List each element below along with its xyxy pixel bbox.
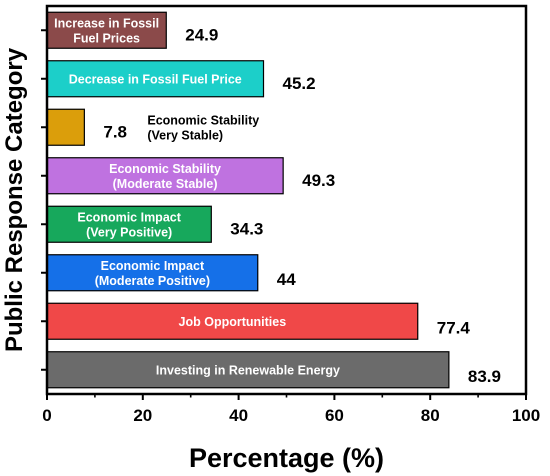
category-label-line: Job Opportunities <box>179 315 287 329</box>
x-axis-title: Percentage (%) <box>189 443 384 473</box>
value-label: 44 <box>277 270 296 289</box>
category-label-line: Increase in Fossil <box>54 16 159 30</box>
category-label: Decrease in Fossil Fuel Price <box>69 72 242 86</box>
category-label-line: Economic Impact <box>77 210 181 224</box>
category-label: Investing in Renewable Energy <box>156 363 340 377</box>
category-label: Increase in Fossil Fuel Prices <box>54 16 159 45</box>
ticks-layer: 0 20 40 60 80 100 <box>41 29 540 425</box>
value-label: 45.2 <box>283 74 316 93</box>
value-label: 83.9 <box>468 367 501 386</box>
x-tick-label: 100 <box>512 406 540 425</box>
y-axis-title: Public Response Category <box>1 47 28 352</box>
category-label: Economic Impact (Very Positive) <box>77 210 181 239</box>
category-label: Economic Impact (Moderate Positive) <box>95 259 210 288</box>
bar <box>46 205 212 243</box>
category-label-line: Decrease in Fossil Fuel Price <box>69 72 242 86</box>
category-label-line: (Moderate Stable) <box>113 177 218 191</box>
value-label: 7.8 <box>103 122 127 141</box>
value-label: 49.3 <box>302 171 335 190</box>
x-tick-label: 20 <box>133 406 152 425</box>
value-label: 24.9 <box>185 25 218 44</box>
labels-layer: Increase in Fossil Fuel Prices 24.9 Decreas… <box>54 16 501 386</box>
category-label-line: (Moderate Positive) <box>95 274 210 288</box>
category-label-line: Fuel Prices <box>73 31 140 45</box>
bars-layer <box>46 11 450 389</box>
category-label-line: Investing in Renewable Energy <box>156 363 340 377</box>
category-label-line: Economic Impact <box>101 259 205 273</box>
value-label: 77.4 <box>437 318 471 337</box>
category-label: Economic Stability (Moderate Stable) <box>109 162 221 191</box>
category-label: Job Opportunities <box>179 315 287 329</box>
category-label-line: (Very Stable) <box>147 128 223 142</box>
category-label-line: Economic Stability <box>147 113 259 127</box>
bar <box>46 11 167 49</box>
value-label: 34.3 <box>230 219 263 238</box>
category-label-line: Economic Stability <box>109 162 221 176</box>
x-tick-label: 40 <box>229 406 248 425</box>
bar <box>46 60 265 98</box>
bar <box>46 254 259 292</box>
x-tick-label: 60 <box>325 406 344 425</box>
x-tick-label: 0 <box>42 406 51 425</box>
x-tick-label: 80 <box>421 406 440 425</box>
category-label-line: (Very Positive) <box>86 225 172 239</box>
category-label: Economic Stability (Very Stable) <box>147 113 259 142</box>
bar <box>46 157 284 195</box>
bar <box>46 351 450 389</box>
bar <box>46 108 85 146</box>
